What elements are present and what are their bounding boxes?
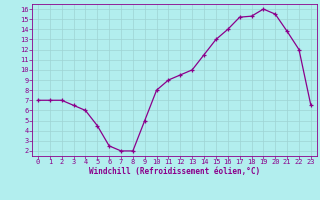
X-axis label: Windchill (Refroidissement éolien,°C): Windchill (Refroidissement éolien,°C) [89, 167, 260, 176]
